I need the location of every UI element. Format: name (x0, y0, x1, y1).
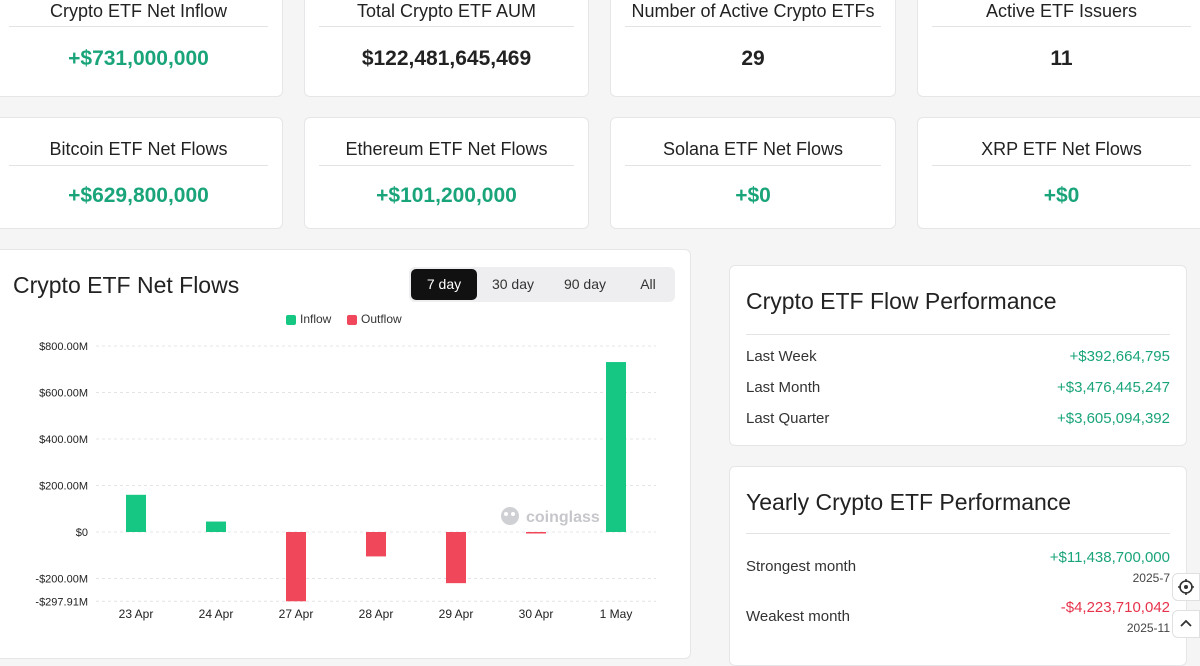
legend-outflow[interactable]: Outflow (361, 312, 402, 326)
tab-90-day[interactable]: 90 day (563, 276, 607, 292)
stat-value: 29 (741, 47, 765, 70)
x-tick-label: 24 Apr (199, 607, 234, 621)
chevron-up-icon (1180, 619, 1192, 627)
stat-card-active-issuers: Active ETF Issuers 11 (917, 0, 1200, 97)
bar-23-apr[interactable] (126, 494, 146, 532)
y-tick-label: $600.00M (39, 388, 88, 400)
strongest-month-date: 2025-7 (1132, 571, 1170, 585)
weakest-month-value: -$4,223,710,042 (1060, 599, 1170, 616)
x-tick-label: 1 May (600, 607, 633, 621)
weakest-month-label: Weakest month (746, 608, 850, 625)
tab-30-day[interactable]: 30 day (491, 276, 535, 292)
strongest-month-label: Strongest month (746, 558, 857, 575)
stat-card-solana-flows: Solana ETF Net Flows +$0 (610, 117, 896, 229)
bar-27-apr[interactable] (286, 532, 306, 602)
x-tick-label: 29 Apr (439, 607, 474, 621)
stat-label: Number of Active Crypto ETFs (625, 0, 881, 27)
divider (746, 334, 1170, 335)
flow-performance-card: Crypto ETF Flow Performance Last Week +$… (729, 265, 1187, 446)
net-flows-panel (0, 249, 691, 659)
stat-label: Total Crypto ETF AUM (319, 0, 574, 27)
scroll-top-button[interactable] (1172, 610, 1200, 638)
watermark: coinglass (501, 507, 600, 526)
x-tick-label: 27 Apr (279, 607, 314, 621)
settings-button[interactable] (1172, 573, 1200, 601)
legend-swatch-outflow (347, 315, 357, 325)
watermark-text: coinglass (526, 509, 600, 526)
yearly-performance-card: Yearly Crypto ETF Performance Strongest … (729, 466, 1187, 666)
y-tick-label: $0 (76, 527, 88, 539)
x-tick-label: 23 Apr (119, 607, 154, 621)
stat-card-net-inflow: Crypto ETF Net Inflow +$731,000,000 (0, 0, 283, 97)
net-flows-title: Crypto ETF Net Flows (13, 272, 240, 298)
bar-28-apr[interactable] (366, 532, 386, 557)
stat-card-bitcoin-flows: Bitcoin ETF Net Flows +$629,800,000 (0, 117, 283, 229)
stat-label: Solana ETF Net Flows (625, 132, 881, 166)
legend-inflow[interactable]: Inflow (300, 312, 332, 326)
yearly-performance-title: Yearly Crypto ETF Performance (746, 489, 1072, 515)
divider (746, 533, 1170, 534)
stat-label: Bitcoin ETF Net Flows (9, 132, 268, 166)
perf-value-last-month: +$3,476,445,247 (1056, 379, 1170, 396)
strongest-month-value: +$11,438,700,000 (1049, 549, 1170, 566)
stat-value: $122,481,645,469 (361, 47, 532, 70)
perf-value-last-week: +$392,664,795 (1069, 348, 1170, 365)
bar-29-apr[interactable] (446, 532, 466, 584)
y-tick-label: $800.00M (39, 341, 88, 353)
stat-card-active-etfs: Number of Active Crypto ETFs 29 (610, 0, 896, 97)
y-tick-label: -$297.91M (35, 596, 88, 608)
x-tick-label: 28 Apr (359, 607, 394, 621)
perf-label-last-quarter: Last Quarter (746, 410, 830, 427)
x-tick-label: 30 Apr (519, 607, 554, 621)
stat-value: +$0 (1043, 184, 1080, 207)
stat-label: Active ETF Issuers (932, 0, 1191, 27)
stat-value: +$629,800,000 (68, 184, 209, 207)
gear-icon (1178, 579, 1194, 595)
perf-label-last-week: Last Week (746, 348, 817, 365)
weakest-month-date: 2025-11 (1126, 621, 1170, 635)
stat-value: +$0 (735, 184, 771, 207)
stat-value: 11 (1050, 47, 1073, 70)
stat-label: Ethereum ETF Net Flows (319, 132, 574, 166)
perf-value-last-quarter: +$3,605,094,392 (1056, 410, 1170, 427)
stat-value: +$731,000,000 (68, 47, 209, 70)
tab-all[interactable]: All (640, 276, 656, 292)
y-tick-label: -$200.00M (35, 574, 88, 586)
perf-label-last-month: Last Month (746, 379, 821, 396)
net-flows-chart: $800.00M $600.00M $400.00M $200.00M $0 -$200.… (35, 341, 656, 621)
y-tick-label: $200.00M (39, 481, 88, 493)
bar-30-apr[interactable] (526, 532, 546, 534)
bar-24-apr[interactable] (206, 521, 226, 532)
y-tick-label: $400.00M (39, 434, 88, 446)
stat-card-xrp-flows: XRP ETF Net Flows +$0 (917, 117, 1200, 229)
flow-performance-title: Crypto ETF Flow Performance (746, 288, 1057, 314)
bar-1-may[interactable] (606, 362, 626, 532)
stat-label: XRP ETF Net Flows (932, 132, 1191, 166)
legend-swatch-inflow (286, 315, 296, 325)
stat-card-total-aum: Total Crypto ETF AUM $122,481,645,469 (304, 0, 589, 97)
stat-label: Crypto ETF Net Inflow (9, 0, 268, 27)
range-tabs: 7 day 30 day 90 day All (409, 267, 675, 302)
stat-card-ethereum-flows: Ethereum ETF Net Flows +$101,200,000 (304, 117, 589, 229)
stat-value: +$101,200,000 (376, 184, 517, 207)
tab-7-day[interactable]: 7 day (411, 269, 477, 300)
